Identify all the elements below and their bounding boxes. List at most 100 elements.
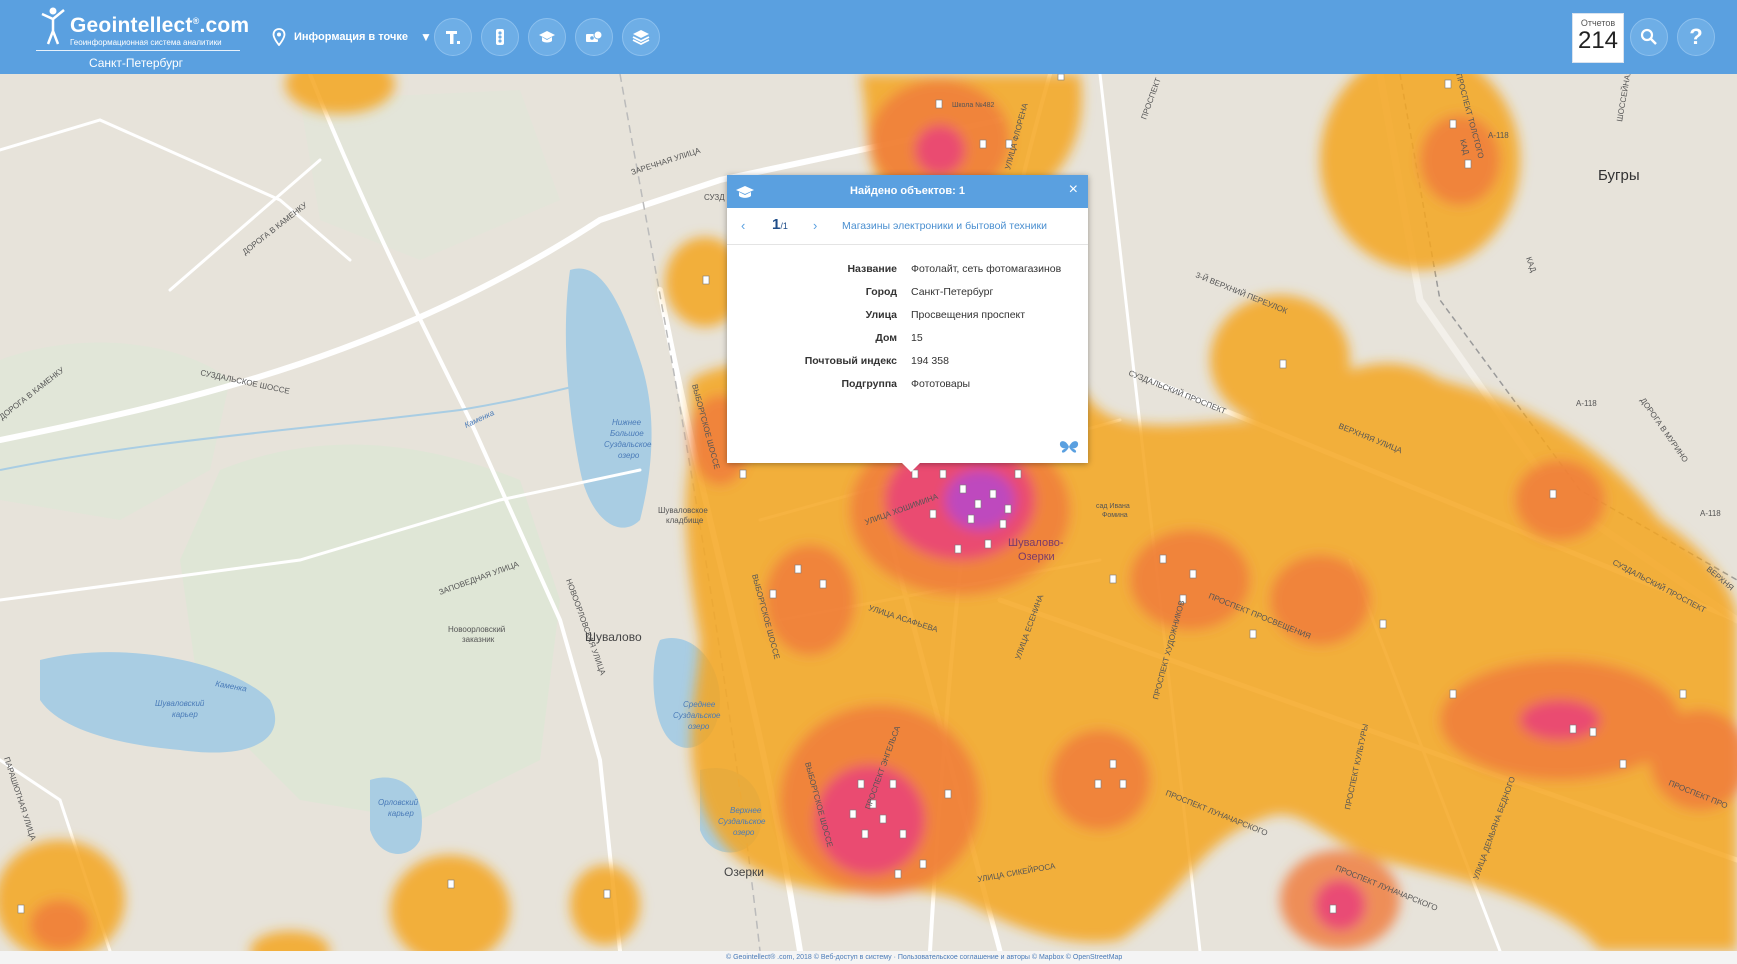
road-label-a118: А-118 (1488, 131, 1509, 140)
water-label-verhnee-3: озеро (733, 828, 755, 837)
category-link[interactable]: Магазины электроники и бытовой техники (842, 220, 1047, 232)
field-value: 15 (911, 331, 923, 344)
water-label-orlovsky-2: карьер (388, 809, 414, 818)
road-label-kad: КАД (1458, 138, 1471, 156)
water-label-verhnee-1: Верхнее (730, 806, 762, 815)
table-row: Город Санкт-Петербург (727, 280, 1061, 303)
place-label-sad-1: сад Ивана (1096, 503, 1130, 510)
brand-tagline: Геоинформационная система аналитики (70, 38, 222, 47)
popup-tail (902, 463, 920, 472)
park-area (180, 444, 560, 820)
reports-counter[interactable]: Отчетов 214 (1572, 13, 1624, 63)
place-label-cemetery-2: кладбище (666, 516, 704, 525)
table-row: Дом 15 (727, 326, 1061, 349)
map-canvas[interactable]: Бугры Шувалово Озерки Шувалово- Озерки З… (0, 74, 1737, 951)
logo[interactable]: Geointellect®.com Геоинформационная сист… (36, 4, 250, 70)
search-icon (1640, 28, 1657, 45)
table-row: Подгруппа Фототовары (727, 372, 1061, 395)
place-label-cemetery-1: Шуваловское (658, 506, 708, 515)
poi-markers[interactable] (17, 74, 1687, 914)
reports-label: Отчетов (1580, 18, 1616, 28)
water-label-verhnee-2: Суздальское (718, 817, 766, 826)
place-label-novoorlovsky-2: заказник (462, 635, 495, 644)
page-total: /1 (780, 221, 788, 231)
traffic-light-icon (496, 29, 504, 45)
popup-title: Найдено объектов: 1 (850, 185, 965, 197)
attributes-table: Название Фотолайт, сеть фотомагазинов Гор… (727, 257, 1061, 395)
reports-count: 214 (1577, 27, 1619, 54)
table-row: Название Фотолайт, сеть фотомагазинов (727, 257, 1061, 280)
info-popup: Найдено объектов: 1 × ‹ 1/1 › Магазины э… (727, 175, 1088, 472)
butterfly-icon[interactable] (1058, 439, 1080, 455)
top-bar: Geointellect®.com Геоинформационная сист… (0, 0, 1737, 74)
education-button[interactable] (528, 18, 566, 56)
place-label-sad-2: Фомина (1102, 512, 1128, 519)
close-icon[interactable]: × (1068, 181, 1078, 198)
traffic-button[interactable] (481, 18, 519, 56)
text-tool-icon (446, 31, 460, 44)
place-label-novoorlovsky-1: Новоорловский (448, 625, 505, 634)
logo-divider (36, 50, 240, 51)
layers-button[interactable] (622, 18, 660, 56)
page-current: 1 (772, 216, 781, 233)
map-pin-icon (272, 28, 286, 46)
lake (370, 777, 422, 854)
logo-figure-icon (41, 7, 65, 45)
text-tool-button[interactable] (434, 18, 472, 56)
field-value: 194 358 (911, 354, 949, 367)
popup-nav: ‹ 1/1 › Магазины электроники и бытовой т… (727, 208, 1088, 245)
page-indicator: 1/1 (772, 216, 788, 233)
field-value: Просвещения проспект (911, 308, 1026, 321)
water-label-shuvalovsky-2: карьер (172, 710, 198, 719)
info-mode-label: Информация в точке (294, 31, 408, 43)
city-selector[interactable]: Санкт-Петербург (88, 56, 184, 70)
river-kamenka (0, 379, 601, 471)
street-label-suzd-top: СУЗД (704, 193, 725, 202)
water-label-nizhnee-2: Большое (610, 429, 644, 438)
field-value: Фототовары (911, 377, 971, 390)
field-key: Город (865, 285, 897, 298)
water-label-nizhnee-3: Суздальское (604, 440, 652, 449)
field-key: Дом (875, 331, 897, 344)
chevron-down-icon: ▼ (419, 30, 432, 44)
place-label-school: Школа №482 (952, 102, 995, 109)
field-key: Улица (865, 308, 897, 321)
field-key: Название (847, 262, 897, 275)
park-area (0, 342, 230, 520)
layers-icon (632, 30, 650, 46)
water-label-nizhnee-4: озеро (618, 451, 640, 460)
help-button[interactable]: ? (1677, 18, 1715, 56)
graduation-cap-icon (539, 31, 555, 43)
field-key: Почтовый индекс (804, 354, 897, 367)
field-key: Подгруппа (841, 377, 898, 390)
prev-page-button[interactable]: ‹ (741, 218, 746, 233)
search-button[interactable] (1630, 18, 1668, 56)
lake (565, 268, 652, 528)
field-value: Фотолайт, сеть фотомагазинов (911, 262, 1062, 275)
info-mode-dropdown[interactable]: Информация в точке ▼ (272, 25, 432, 49)
footer-attribution[interactable]: © Geointellect® .com, 2018 © Веб-доступ … (726, 954, 1123, 961)
road-label-a118-2: А-118 (1576, 399, 1597, 408)
help-icon: ? (1689, 24, 1703, 49)
lake (40, 652, 276, 753)
finance-button[interactable] (575, 18, 613, 56)
water-label-orlovsky-1: Орловский (378, 798, 419, 807)
place-label-shuvalovo-ozerki-1: Шувалово- (1008, 537, 1064, 549)
water-label-shuvalovsky-1: Шуваловский (155, 699, 205, 708)
popup-header: Найдено объектов: 1 × (727, 175, 1088, 208)
footer: © Geointellect® .com, 2018 © Веб-доступ … (0, 951, 1737, 964)
road-label-a118-3: А-118 (1700, 509, 1721, 518)
field-value: Санкт-Петербург (911, 285, 994, 298)
water-label-srednee-3: озеро (688, 722, 710, 731)
park-area (300, 90, 560, 260)
brand-name: Geointellect®.com (70, 14, 250, 37)
next-page-button[interactable]: › (813, 218, 818, 233)
table-row: Улица Просвещения проспект (727, 303, 1061, 326)
place-label-bugry: Бугры (1598, 167, 1640, 184)
water-label-srednee-2: Суздальское (673, 711, 721, 720)
graduation-cap-icon (736, 186, 754, 198)
map[interactable]: Бугры Шувалово Озерки Шувалово- Озерки З… (0, 74, 1737, 951)
water-label-nizhnee-1: Нижнее (612, 418, 642, 427)
place-label-shuvalovo-ozerki-2: Озерки (1018, 551, 1055, 563)
table-row: Почтовый индекс 194 358 (727, 349, 1061, 372)
